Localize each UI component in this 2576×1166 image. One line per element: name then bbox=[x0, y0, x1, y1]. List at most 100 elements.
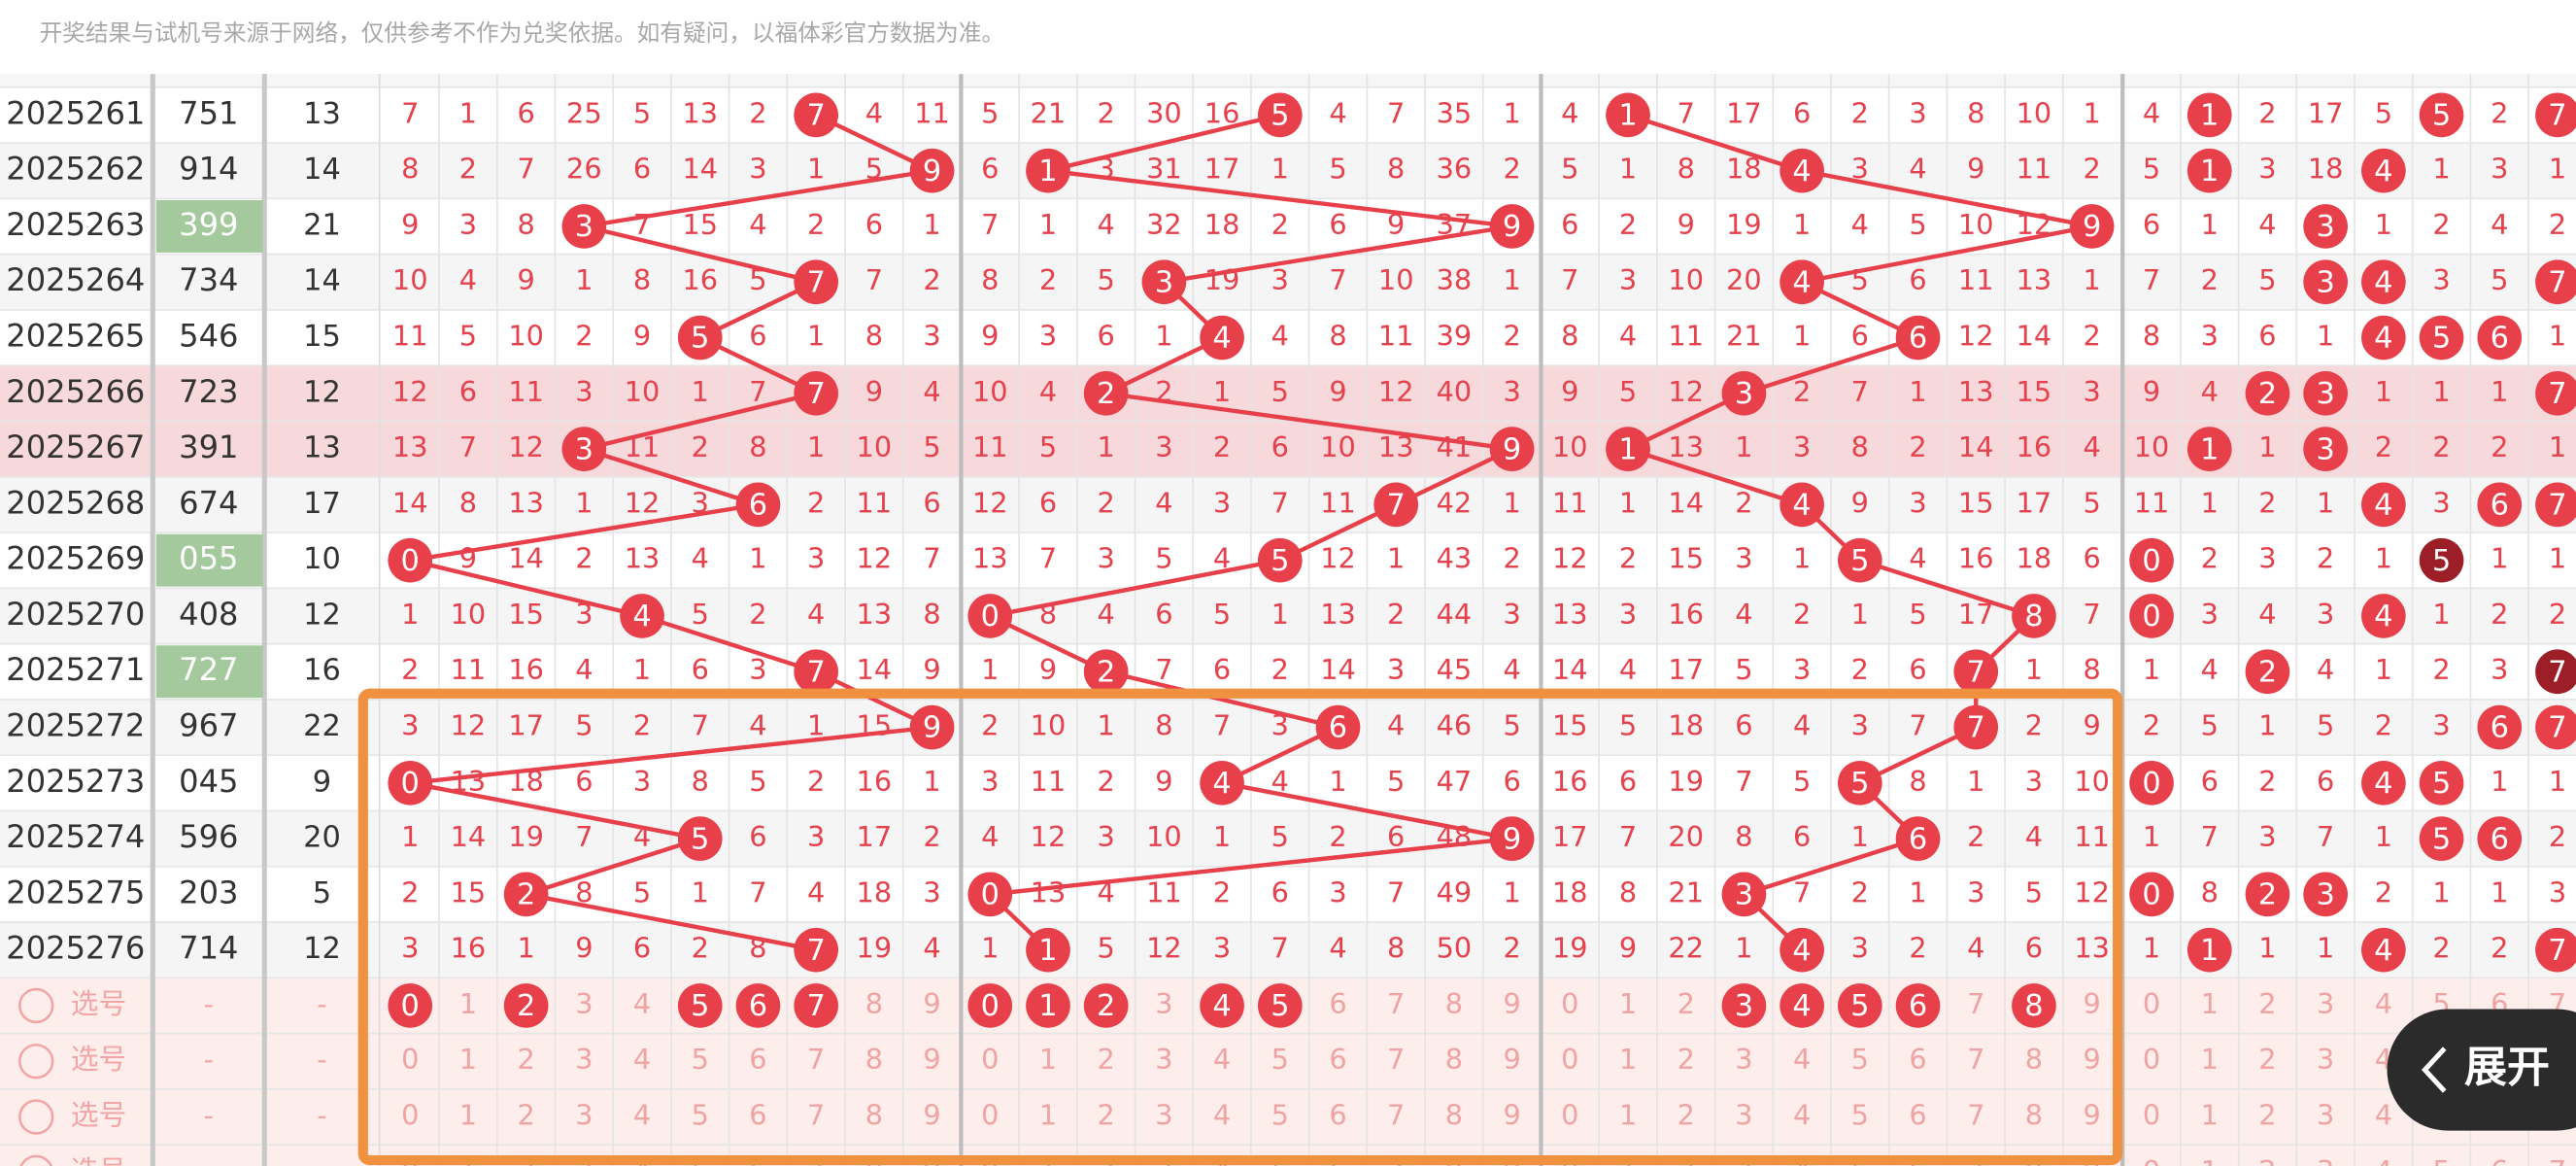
select-digit[interactable]: 9 bbox=[923, 987, 940, 1020]
select-digit[interactable]: 0 bbox=[1561, 1099, 1578, 1132]
select-digit[interactable]: 6 bbox=[749, 1043, 766, 1076]
select-digit[interactable]: 3 bbox=[2317, 987, 2334, 1020]
select-digit[interactable]: 7 bbox=[1967, 1099, 1984, 1132]
select-digit[interactable]: 9 bbox=[1503, 1043, 1520, 1076]
select-digit[interactable]: 3 bbox=[575, 987, 593, 1020]
select-digit[interactable]: 5 bbox=[1851, 1099, 1869, 1132]
select-digit[interactable]: 9 bbox=[923, 1099, 940, 1132]
select-digit[interactable]: 5 bbox=[2432, 1154, 2450, 1166]
select-digit[interactable]: 5 bbox=[1271, 1099, 1289, 1132]
select-digit[interactable]: 6 bbox=[1329, 1043, 1346, 1076]
select-digit[interactable]: 8 bbox=[865, 987, 883, 1020]
select-digit[interactable]: 6 bbox=[1909, 1043, 1926, 1076]
selected-digit[interactable]: 2 bbox=[1097, 989, 1115, 1023]
select-digit[interactable]: 8 bbox=[865, 1099, 883, 1132]
select-digit[interactable]: 8 bbox=[1445, 1043, 1463, 1076]
select-digit[interactable]: 2 bbox=[2258, 1154, 2276, 1166]
select-digit[interactable]: 7 bbox=[2549, 1154, 2566, 1166]
select-digit[interactable]: 6 bbox=[1909, 1099, 1926, 1132]
select-digit[interactable]: 6 bbox=[1329, 987, 1346, 1020]
select-digit[interactable]: 0 bbox=[2143, 1154, 2160, 1166]
select-digit[interactable]: 3 bbox=[1735, 1099, 1752, 1132]
select-digit[interactable]: 8 bbox=[1445, 1099, 1463, 1132]
select-digit[interactable]: 1 bbox=[2201, 987, 2219, 1020]
select-digit[interactable]: 2 bbox=[1098, 1099, 1115, 1132]
select-digit[interactable]: 2 bbox=[2258, 1099, 2276, 1132]
selected-digit[interactable]: 6 bbox=[749, 989, 767, 1023]
select-digit[interactable]: 1 bbox=[459, 1099, 477, 1132]
select-digit[interactable]: 3 bbox=[1155, 1043, 1172, 1076]
select-digit[interactable]: 3 bbox=[1155, 1099, 1172, 1132]
select-digit[interactable]: 9 bbox=[923, 1043, 940, 1076]
select-digit[interactable]: 4 bbox=[633, 1043, 651, 1076]
select-digit[interactable]: 2 bbox=[1098, 1043, 1115, 1076]
select-digit[interactable]: 9 bbox=[2084, 987, 2101, 1020]
select-digit[interactable]: 2 bbox=[2258, 987, 2276, 1020]
select-digit[interactable]: 1 bbox=[2201, 1154, 2219, 1166]
selected-digit[interactable]: 5 bbox=[1850, 989, 1869, 1023]
selected-digit[interactable]: 4 bbox=[1212, 989, 1231, 1023]
select-radio[interactable] bbox=[18, 1099, 54, 1135]
expand-button-bg[interactable] bbox=[2387, 1009, 2576, 1131]
select-digit[interactable]: 6 bbox=[749, 1099, 766, 1132]
select-label[interactable]: 选号 bbox=[71, 1043, 126, 1076]
expand-label[interactable]: 展开 bbox=[2464, 1043, 2550, 1092]
select-digit[interactable]: 5 bbox=[1271, 1043, 1289, 1076]
select-digit[interactable]: 2 bbox=[517, 1099, 534, 1132]
select-digit[interactable]: 3 bbox=[2317, 1099, 2334, 1132]
select-digit[interactable]: 3 bbox=[2317, 1043, 2334, 1076]
select-digit[interactable]: 0 bbox=[1561, 987, 1578, 1020]
select-digit[interactable]: 1 bbox=[1619, 1043, 1637, 1076]
select-digit[interactable]: 7 bbox=[1387, 987, 1405, 1020]
selected-digit[interactable]: 3 bbox=[1735, 989, 1753, 1023]
select-digit[interactable]: 9 bbox=[2084, 1043, 2101, 1076]
select-digit[interactable]: 9 bbox=[1503, 1099, 1520, 1132]
select-digit[interactable]: 8 bbox=[865, 1043, 883, 1076]
select-digit[interactable]: 0 bbox=[1561, 1043, 1578, 1076]
select-digit[interactable]: 6 bbox=[1329, 1099, 1346, 1132]
select-label[interactable]: 选号 bbox=[71, 987, 126, 1020]
select-label[interactable]: 选号 bbox=[71, 1099, 126, 1132]
select-digit[interactable]: 3 bbox=[575, 1099, 593, 1132]
selected-digit[interactable]: 1 bbox=[1038, 989, 1057, 1023]
select-digit[interactable]: 4 bbox=[2375, 1099, 2392, 1132]
select-digit[interactable]: 6 bbox=[2491, 1154, 2508, 1166]
selected-digit[interactable]: 0 bbox=[401, 989, 420, 1023]
select-digit[interactable]: 8 bbox=[1445, 987, 1463, 1020]
select-digit[interactable]: 3 bbox=[1735, 1043, 1752, 1076]
selected-digit[interactable]: 8 bbox=[2024, 989, 2043, 1023]
select-digit[interactable]: 4 bbox=[2375, 987, 2392, 1020]
select-digit[interactable]: 8 bbox=[2025, 1099, 2043, 1132]
select-digit[interactable]: 7 bbox=[1387, 1043, 1405, 1076]
select-label[interactable]: 选号 bbox=[71, 1154, 126, 1166]
select-digit[interactable]: 1 bbox=[1619, 987, 1637, 1020]
select-digit[interactable]: 0 bbox=[2143, 1099, 2160, 1132]
select-digit[interactable]: 3 bbox=[2317, 1154, 2334, 1166]
selected-digit[interactable]: 5 bbox=[1271, 989, 1289, 1023]
select-digit[interactable]: 5 bbox=[692, 1099, 709, 1132]
select-digit[interactable]: 0 bbox=[981, 1043, 999, 1076]
select-digit[interactable]: 0 bbox=[401, 1099, 419, 1132]
select-digit[interactable]: 1 bbox=[2201, 1099, 2219, 1132]
select-digit[interactable]: 4 bbox=[1793, 1099, 1811, 1132]
select-digit[interactable]: 2 bbox=[2258, 1043, 2276, 1076]
selected-digit[interactable]: 2 bbox=[517, 989, 535, 1023]
selected-digit[interactable]: 0 bbox=[981, 989, 1000, 1023]
selected-digit[interactable]: 5 bbox=[691, 989, 709, 1023]
select-digit[interactable]: 0 bbox=[401, 1043, 419, 1076]
select-digit[interactable]: 3 bbox=[575, 1043, 593, 1076]
select-digit[interactable]: 2 bbox=[1678, 987, 1695, 1020]
select-digit[interactable]: 9 bbox=[1503, 987, 1520, 1020]
select-digit[interactable]: 7 bbox=[1387, 1099, 1405, 1132]
select-digit[interactable]: 9 bbox=[2084, 1099, 2101, 1132]
select-digit[interactable]: 4 bbox=[1213, 1099, 1231, 1132]
select-digit[interactable]: 1 bbox=[1619, 1099, 1637, 1132]
select-digit[interactable]: 5 bbox=[1851, 1043, 1869, 1076]
select-digit[interactable]: 1 bbox=[1039, 1099, 1057, 1132]
select-radio[interactable] bbox=[18, 1044, 54, 1080]
select-digit[interactable]: 1 bbox=[459, 987, 477, 1020]
select-digit[interactable]: 2 bbox=[1678, 1099, 1695, 1132]
selected-digit[interactable]: 4 bbox=[1792, 989, 1811, 1023]
select-digit[interactable]: 0 bbox=[2143, 987, 2160, 1020]
select-digit[interactable]: 0 bbox=[2143, 1043, 2160, 1076]
